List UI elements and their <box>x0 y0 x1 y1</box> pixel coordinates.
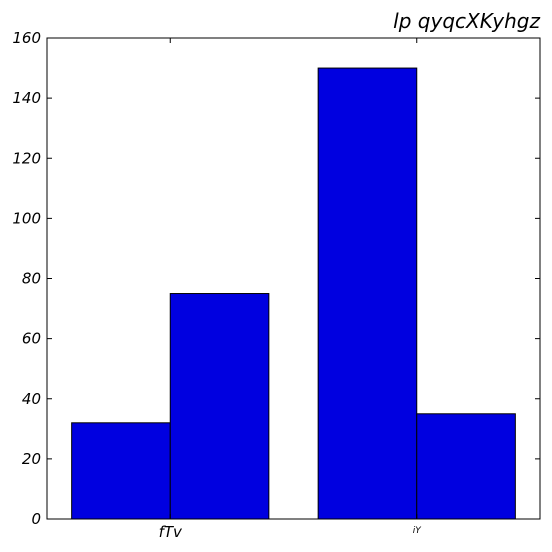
x-tick-label-fTv: fTv <box>159 523 183 541</box>
bar-fTv-series-2 <box>169 293 270 520</box>
y-tick-label: 20 <box>22 450 41 468</box>
bars-layer <box>71 67 516 520</box>
ticks-layer: 0 20 40 60 80 100 120 140 160 fTv iY <box>12 29 540 541</box>
x-tick-label-iY: iY <box>413 526 423 536</box>
bar-fTv-series-1 <box>71 422 171 520</box>
bar-iY-series-1 <box>317 67 418 520</box>
y-tick-label: 40 <box>22 390 41 408</box>
y-tick-label: 60 <box>22 330 41 348</box>
y-tick-label: 140 <box>12 89 41 107</box>
y-tick-label: 120 <box>12 149 41 167</box>
y-tick-label: 0 <box>31 510 41 528</box>
y-tick-label: 80 <box>22 270 41 288</box>
y-tick-label: 160 <box>12 29 41 47</box>
chart-title: lp qyqcXKyhgz <box>393 9 540 33</box>
bar-iY-series-2 <box>416 413 516 520</box>
y-tick-label: 100 <box>12 209 41 227</box>
